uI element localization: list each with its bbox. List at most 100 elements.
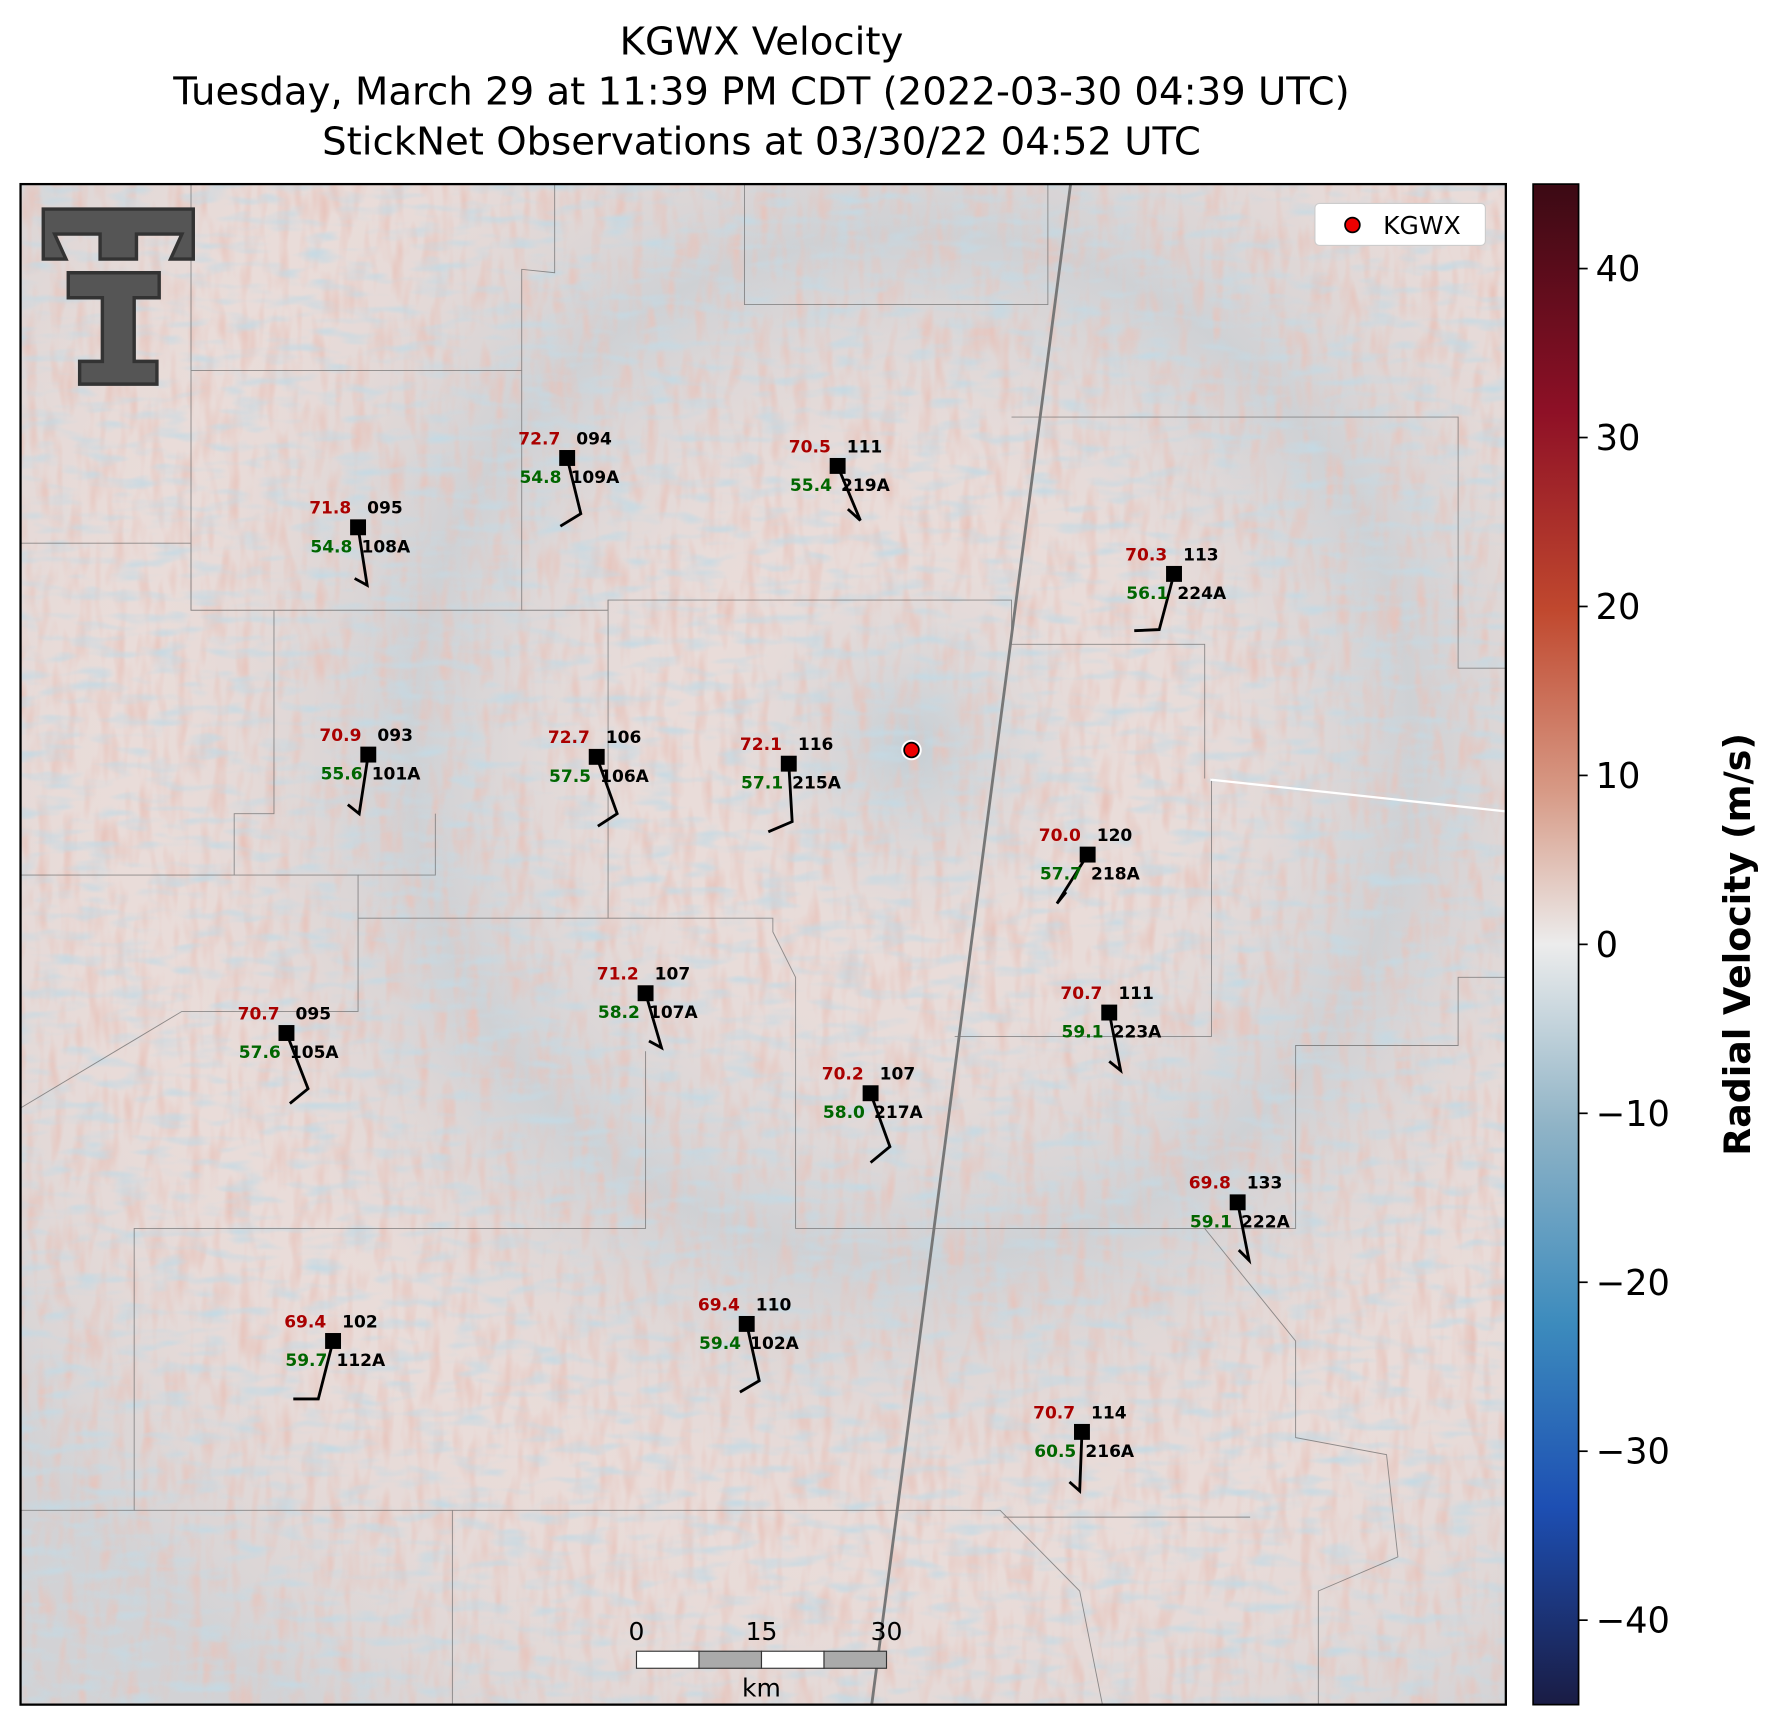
- wind-barb: [285, 1032, 310, 1105]
- station-marker: [1166, 565, 1182, 582]
- station-id: 222A: [1241, 1212, 1291, 1232]
- temperature: 70.7: [1033, 1403, 1075, 1423]
- wind-barb: [559, 457, 583, 528]
- temperature: 72.7: [548, 728, 590, 748]
- scale-unit: km: [742, 1674, 781, 1703]
- station-id: 215A: [792, 774, 842, 794]
- station-id: 101A: [372, 765, 422, 785]
- dewpoint: 54.8: [519, 468, 561, 488]
- dewpoint: 59.7: [285, 1351, 327, 1371]
- wind-barb: [353, 527, 370, 588]
- radial-artifact: [1210, 778, 1506, 813]
- temperature: 71.2: [597, 965, 639, 985]
- legend-marker: [1344, 216, 1361, 234]
- subtitle2: StickNet Observations at 03/30/22 04:52 …: [322, 120, 1201, 165]
- station-plot: 69.4 102 59.7 112A: [284, 1312, 386, 1401]
- legend: KGWX: [1314, 202, 1486, 247]
- dewpoint: 55.6: [321, 765, 363, 785]
- station-id: 109A: [571, 468, 621, 488]
- station-plot: 70.3 113 56.1 224A: [1125, 545, 1227, 633]
- dewpoint: 57.6: [239, 1043, 281, 1063]
- colorbar-tick-label: 20: [1596, 587, 1641, 628]
- scale-tick-label: 30: [871, 1617, 903, 1646]
- wind-barb: [346, 754, 370, 817]
- station-id: 112A: [336, 1351, 386, 1371]
- wind-barb: [767, 763, 794, 834]
- station-marker: [325, 1333, 342, 1349]
- wind-barb: [739, 1323, 761, 1394]
- station-plot: 71.2 107 58.2 107A: [597, 965, 699, 1051]
- station-id: 105A: [290, 1043, 340, 1063]
- temperature: 69.4: [698, 1295, 740, 1315]
- temperature: 70.9: [319, 726, 361, 746]
- wind-barb: [836, 465, 862, 522]
- colorbar-tick-label: −20: [1596, 1263, 1670, 1304]
- radar-site: [903, 741, 920, 759]
- station-code: 107: [655, 965, 691, 985]
- dewpoint: 54.8: [310, 537, 352, 557]
- legend-box: [1314, 202, 1486, 247]
- station-plot: 69.4 110 59.4 102A: [698, 1295, 800, 1394]
- dewpoint: 56.1: [1126, 584, 1168, 604]
- station-marker: [1101, 1004, 1118, 1021]
- temperature: 69.4: [284, 1312, 326, 1332]
- station-marker: [1229, 1194, 1246, 1211]
- station-code: 107: [880, 1065, 916, 1085]
- station-plot: 72.7 106 57.5 106A: [548, 728, 650, 828]
- wind-barb: [1107, 1012, 1123, 1075]
- station-marker: [637, 985, 654, 1002]
- colorbar-tick-label: 40: [1596, 249, 1641, 290]
- station-plot: 72.7 094 54.8 109A: [518, 429, 621, 528]
- station-plot: 70.7 111 59.1 223A: [1060, 984, 1163, 1075]
- wind-barb: [1236, 1202, 1252, 1265]
- station-code: 114: [1091, 1403, 1127, 1423]
- title: KGWX Velocity: [620, 20, 904, 65]
- station-id: 223A: [1113, 1023, 1163, 1043]
- station-plot: 70.0 120 57.7 218A: [1039, 826, 1141, 905]
- temperature: 70.0: [1039, 826, 1081, 846]
- temperature: 70.2: [822, 1065, 864, 1085]
- station-code: 111: [847, 437, 883, 457]
- colorbar-tick-label: 30: [1596, 418, 1641, 459]
- station-code: 111: [1118, 984, 1154, 1004]
- colorbar-tick-label: 0: [1596, 925, 1618, 966]
- station-code: 095: [296, 1004, 332, 1024]
- station-marker: [1079, 846, 1096, 863]
- stations: 71.8 095 54.8 108A 72.7 094 54.8 109A 70.5 111 55.…: [238, 429, 1291, 1495]
- station-id: 224A: [1177, 584, 1227, 604]
- station-code: 095: [367, 499, 403, 519]
- station-id: 219A: [841, 476, 891, 496]
- radar-field: [20, 184, 1506, 1705]
- wind-barb: [644, 992, 664, 1051]
- station-id: 217A: [874, 1103, 924, 1123]
- station-plot: 70.7 095 57.6 105A: [238, 1004, 340, 1105]
- state-line: [870, 184, 1073, 1705]
- temperature: 69.8: [1189, 1174, 1231, 1194]
- station-marker: [1074, 1423, 1090, 1440]
- station-marker: [588, 748, 605, 765]
- dewpoint: 55.4: [790, 476, 832, 496]
- colorbar-label: Radial Velocity (m/s): [1716, 733, 1759, 1156]
- map-frame: [19, 182, 1507, 1706]
- station-plot: 69.8 133 59.1 222A: [1189, 1174, 1291, 1265]
- station-marker: [278, 1025, 295, 1041]
- station-plot: 70.2 107 58.0 217A: [822, 1065, 924, 1164]
- colorbar-tick-label: 10: [1596, 756, 1641, 797]
- station-marker: [780, 755, 797, 772]
- station-marker: [559, 450, 576, 466]
- subtitle: Tuesday, March 29 at 11:39 PM CDT (2022-…: [172, 70, 1349, 115]
- station-marker: [862, 1085, 879, 1102]
- station-code: 120: [1097, 826, 1133, 846]
- wind-barb: [1055, 853, 1089, 905]
- temperature: 70.3: [1125, 545, 1167, 565]
- colorbar-tick-label: −10: [1596, 1094, 1670, 1135]
- station-code: 113: [1183, 545, 1219, 565]
- station-marker: [738, 1315, 755, 1332]
- station-plot: 72.1 116 57.1 215A: [740, 735, 842, 834]
- dewpoint: 58.0: [823, 1103, 865, 1123]
- station-marker: [360, 746, 377, 763]
- temperature: 70.7: [238, 1004, 280, 1024]
- station-id: 107A: [649, 1003, 699, 1023]
- wind-barb: [1068, 1431, 1084, 1495]
- station-code: 133: [1247, 1174, 1283, 1194]
